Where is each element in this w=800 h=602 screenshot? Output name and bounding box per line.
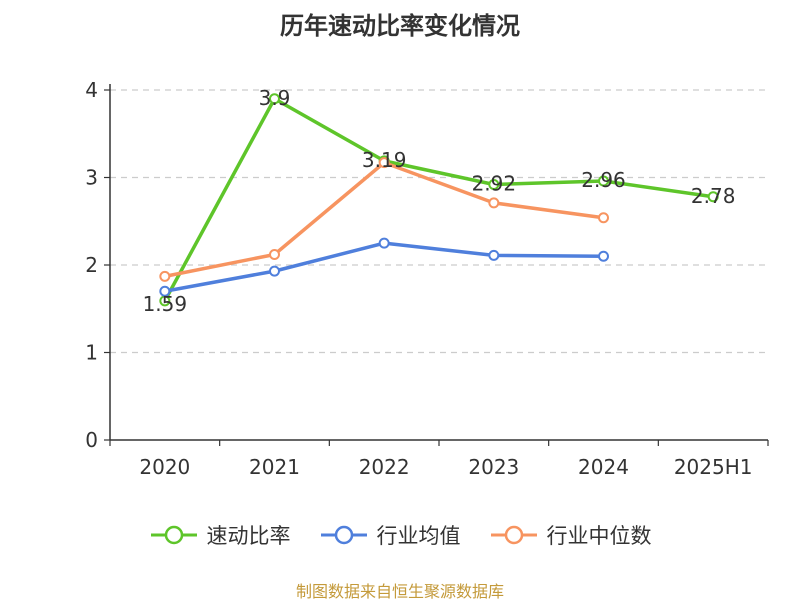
legend: 速动比率 行业均值 行业中位数 — [0, 520, 800, 550]
legend-item-industry-mean[interactable]: 行业均值 — [319, 520, 461, 550]
series-line-industry-mean — [164, 241, 604, 293]
legend-label-industry-median: 行业中位数 — [546, 524, 652, 548]
data-label: 1.59 — [143, 292, 188, 316]
data-label: 3.19 — [362, 148, 407, 172]
data-point-quick-ratio[interactable] — [488, 179, 500, 190]
x-tick-label: 2023 — [468, 455, 519, 479]
y-tick-label: 4 — [85, 78, 98, 102]
data-label: 2.96 — [581, 168, 626, 192]
y-tick-label: 1 — [85, 341, 98, 365]
x-tick-label: 2025H1 — [674, 455, 753, 479]
series-line-quick-ratio — [163, 97, 714, 302]
data-label: 2.78 — [691, 184, 736, 208]
data-point-industry-median[interactable] — [488, 197, 500, 209]
data-point-industry-mean[interactable] — [269, 265, 280, 277]
data-point-industry-median[interactable] — [269, 249, 280, 260]
data-point-quick-ratio[interactable] — [598, 175, 609, 187]
data-point-industry-median[interactable] — [378, 157, 390, 169]
legend-marker-industry-mean — [320, 525, 367, 545]
data-point-industry-mean[interactable] — [378, 237, 390, 249]
y-tick-label: 3 — [85, 166, 98, 190]
data-label: 2.92 — [472, 172, 517, 196]
y-tick-label: 0 — [85, 428, 98, 452]
data-point-industry-mean[interactable] — [598, 250, 609, 262]
data-point-industry-mean[interactable] — [159, 285, 171, 297]
x-tick-label: 2020 — [139, 455, 190, 479]
data-point-industry-median[interactable] — [598, 212, 609, 224]
x-tick-label: 2024 — [578, 455, 629, 479]
x-tick-label: 2022 — [359, 455, 410, 479]
data-source-note: 制图数据来自恒生聚源数据库 — [295, 582, 504, 601]
legend-item-industry-median[interactable]: 行业中位数 — [489, 520, 652, 550]
legend-label-quick-ratio: 速动比率 — [206, 524, 291, 548]
y-tick-label: 2 — [85, 253, 98, 277]
x-tick-label: 2021 — [249, 455, 300, 479]
data-point-industry-median[interactable] — [159, 270, 171, 282]
legend-item-quick-ratio[interactable]: 速动比率 — [149, 520, 291, 550]
legend-label-industry-mean: 行业均值 — [376, 524, 461, 548]
data-label: 3.9 — [259, 86, 291, 110]
legend-marker-quick-ratio — [150, 525, 197, 545]
chart-title: 历年速动比率变化情况 — [280, 12, 520, 40]
data-point-industry-mean[interactable] — [488, 249, 500, 261]
data-point-quick-ratio[interactable] — [269, 93, 280, 105]
data-point-quick-ratio[interactable] — [707, 191, 719, 203]
legend-marker-industry-median — [490, 525, 537, 545]
